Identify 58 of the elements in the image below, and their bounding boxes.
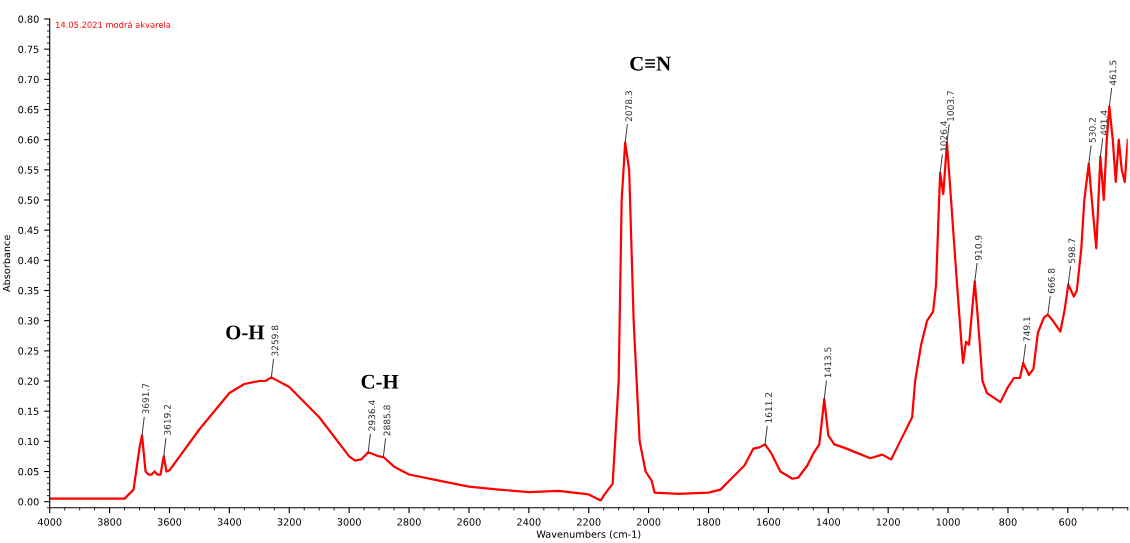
- annotation: 14.05.2021 modrá akvarela: [56, 21, 171, 28]
- y-tick-label: 0.75: [18, 45, 39, 53]
- y-axis-title: Absorbance: [2, 235, 11, 293]
- x-tick-label: 3600: [157, 518, 182, 526]
- annotation: 666.8: [1048, 268, 1055, 294]
- annotation: 1413.5: [824, 347, 832, 378]
- x-tick-label: 1200: [876, 518, 900, 526]
- x-tick-label: 3200: [277, 518, 302, 526]
- x-tick-label: 2400: [517, 518, 541, 526]
- x-tick-label: 4000: [37, 518, 62, 526]
- y-tick-label: 0.60: [18, 136, 39, 144]
- y-tick-label: 0.30: [18, 317, 39, 325]
- x-tick-label: 3400: [217, 518, 242, 526]
- y-tick-label: 0.00: [18, 498, 39, 506]
- annotation: 1611.2: [765, 392, 773, 423]
- y-tick-label: 0.45: [18, 226, 39, 234]
- y-tick-label: 0.05: [18, 467, 39, 476]
- annotation: 3619.2: [163, 404, 171, 435]
- annotation: 491.4: [1100, 110, 1108, 136]
- y-tick-label: 0.50: [18, 196, 39, 204]
- x-axis-title: Wavenumbers (cm-1): [536, 530, 641, 539]
- x-tick-label: 2600: [457, 518, 481, 526]
- annotation: 2078.3: [625, 90, 633, 122]
- annotation: 530.2: [1088, 118, 1096, 143]
- x-tick-label: 3000: [337, 518, 361, 526]
- x-tick-label: 600: [1059, 518, 1077, 526]
- x-tick-label: 1400: [816, 518, 841, 526]
- x-tick-label: 2200: [577, 518, 601, 526]
- annotation: 1003.7: [947, 91, 954, 121]
- annotation: 910.9: [974, 235, 982, 261]
- x-tick-label: 800: [999, 518, 1017, 526]
- y-tick-label: 0.70: [18, 75, 39, 84]
- y-tick-label: 0.55: [18, 166, 39, 174]
- annotation: 3259.8: [271, 325, 279, 356]
- y-tick-label: 0.65: [18, 105, 39, 114]
- x-tick-label: 1600: [757, 518, 781, 526]
- y-tick-label: 0.20: [18, 377, 39, 385]
- annotation: 3691.7: [142, 383, 150, 414]
- y-tick-label: 0.10: [18, 437, 39, 446]
- annotation: C-H: [361, 374, 399, 389]
- y-tick-label: 0.15: [18, 407, 39, 415]
- x-tick-label: 3800: [97, 518, 122, 526]
- x-tick-label: 2800: [397, 518, 421, 526]
- x-tick-label: 1000: [936, 518, 960, 526]
- y-tick-label: 0.80: [18, 15, 39, 23]
- y-tick-label: 0.35: [18, 286, 39, 295]
- annotation: 598.7: [1068, 238, 1076, 263]
- x-tick-label: 2000: [636, 518, 661, 526]
- y-tick-label: 0.40: [18, 256, 39, 265]
- y-tick-label: 0.25: [18, 347, 39, 355]
- annotation: 2885.8: [383, 405, 391, 436]
- annotation: 1026.4: [940, 120, 948, 152]
- annotation: C≡N: [630, 56, 671, 71]
- annotation: 461.5: [1109, 60, 1117, 86]
- annotation: 2936.4: [368, 400, 376, 431]
- annotation: 749.1: [1023, 317, 1031, 342]
- x-tick-label: 1800: [697, 518, 721, 526]
- annotation: O-H: [226, 325, 265, 340]
